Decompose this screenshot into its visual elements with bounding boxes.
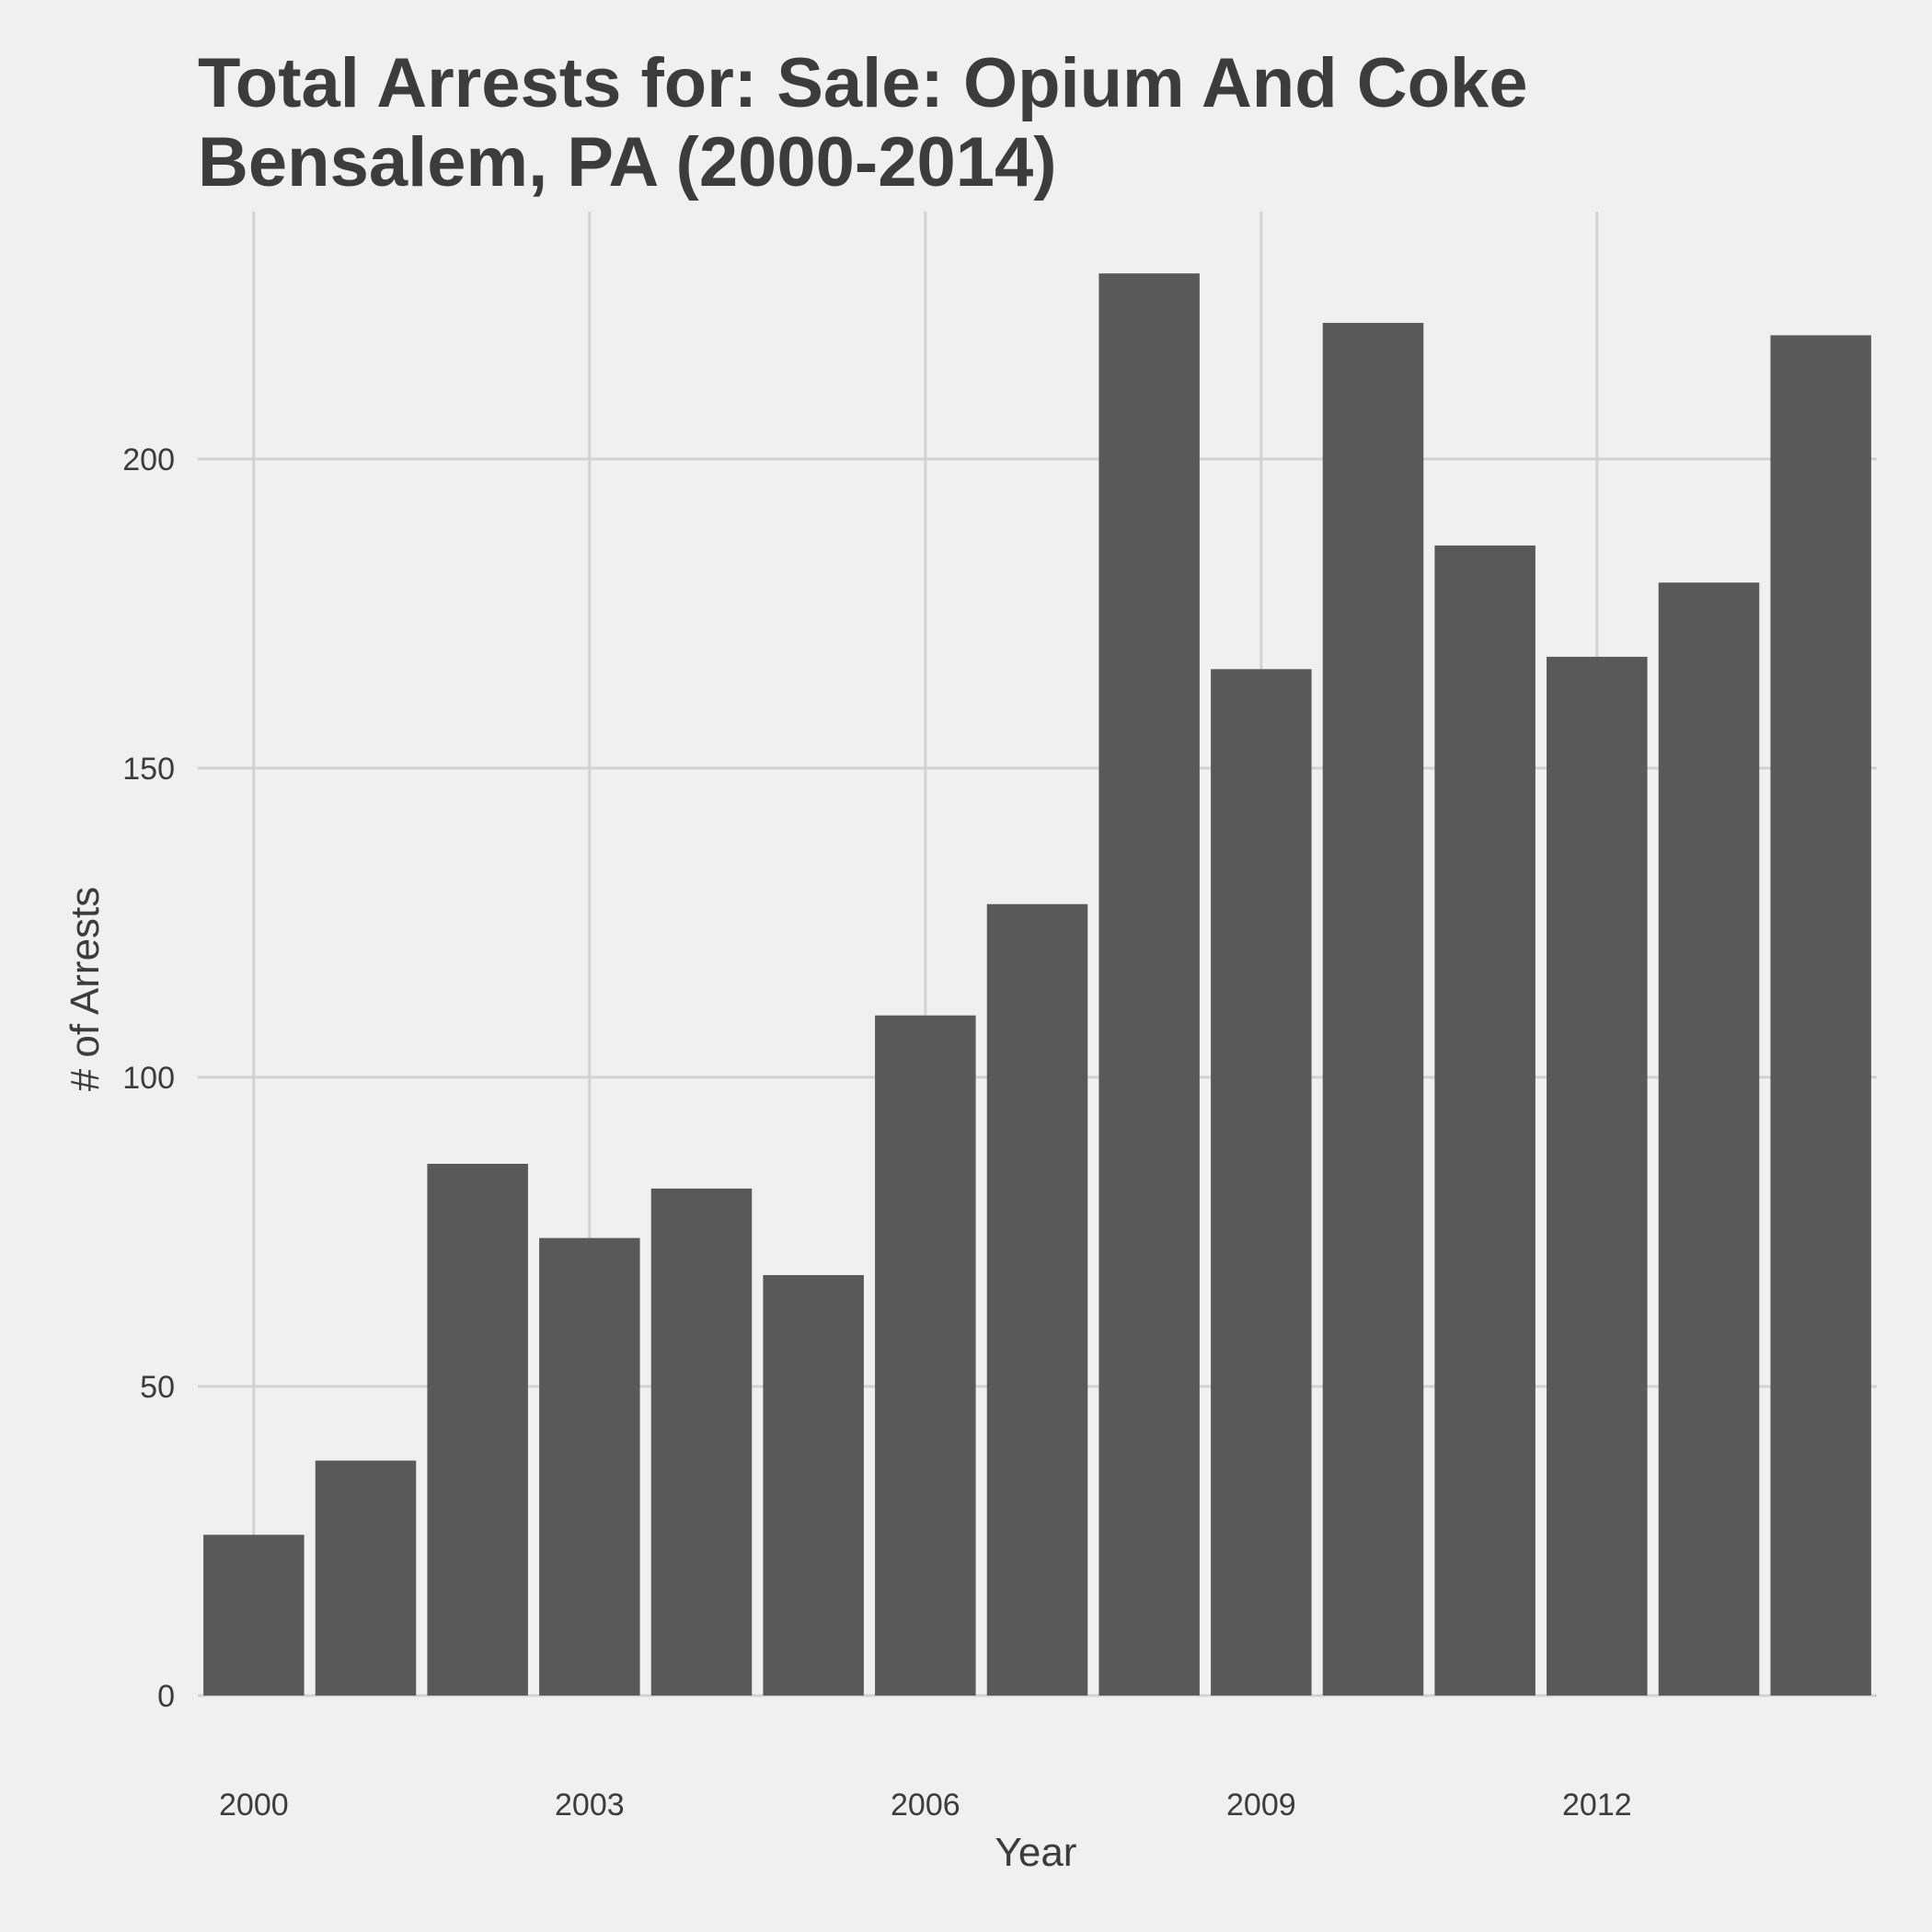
y-tick-label: 50 — [140, 1370, 175, 1405]
bar-2009 — [1211, 669, 1312, 1696]
bar-2002 — [427, 1164, 528, 1696]
x-tick-label: 2000 — [219, 1788, 289, 1823]
bar-2011 — [1434, 545, 1535, 1696]
bar-2006 — [875, 1015, 976, 1696]
bar-2003 — [539, 1237, 640, 1696]
bar-2008 — [1098, 273, 1200, 1696]
bar-2001 — [315, 1460, 417, 1696]
bar-2013 — [1658, 582, 1760, 1696]
y-axis-label: # of Arrests — [63, 887, 108, 1092]
bar-2010 — [1322, 322, 1424, 1696]
y-tick-label: 150 — [122, 752, 175, 787]
chart-title-line-1: Total Arrests for: Sale: Opium And Coke — [198, 44, 1528, 122]
bar-2004 — [650, 1188, 753, 1696]
x-axis-label: Year — [995, 1830, 1077, 1875]
y-axis-ticks: 0 50 100 150 200 — [122, 443, 175, 1714]
bar-2007 — [986, 903, 1088, 1696]
chart-title-line-2: Bensalem, PA (2000-2014) — [198, 123, 1057, 201]
x-axis-ticks: 2000 2003 2006 2009 2012 — [219, 1788, 1632, 1823]
bars — [203, 273, 1871, 1696]
y-tick-label: 100 — [122, 1061, 175, 1096]
y-tick-label: 0 — [157, 1679, 175, 1714]
x-tick-label: 2003 — [555, 1788, 625, 1823]
bar-2005 — [763, 1274, 864, 1696]
x-tick-label: 2006 — [891, 1788, 960, 1823]
bar-2014 — [1770, 335, 1871, 1696]
chart-title: Total Arrests for: Sale: Opium And Coke … — [198, 44, 1528, 202]
y-tick-label: 200 — [122, 443, 175, 477]
bar-2000 — [203, 1535, 305, 1696]
x-tick-label: 2012 — [1562, 1788, 1632, 1823]
x-tick-label: 2009 — [1226, 1788, 1296, 1823]
bar-2012 — [1547, 656, 1648, 1696]
